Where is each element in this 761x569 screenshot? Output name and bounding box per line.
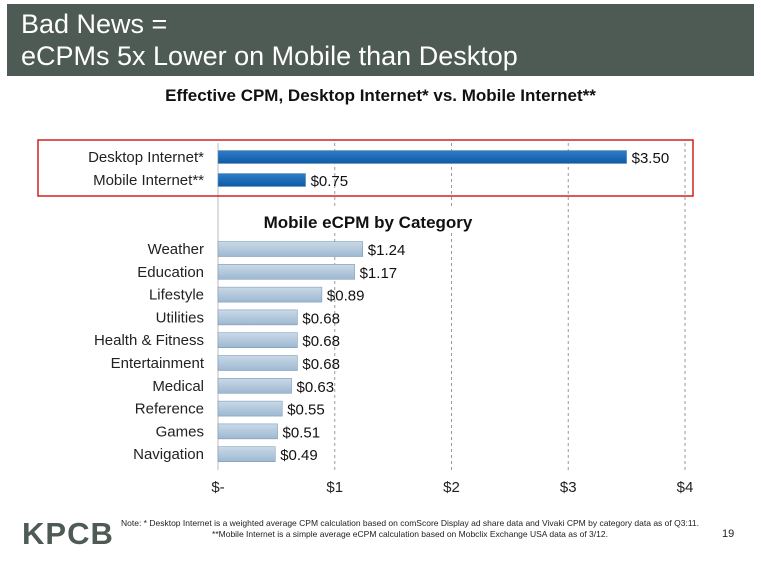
footnote: Note: * Desktop Internet is a weighted a… — [121, 518, 699, 539]
value-label-games: $0.51 — [283, 424, 321, 441]
value-label-weather: $1.24 — [368, 242, 406, 259]
category-label-weather: Weather — [148, 241, 204, 258]
x-tick-label: $3 — [560, 479, 577, 496]
bar-navigation — [217, 446, 276, 462]
value-label-utilities: $0.68 — [302, 310, 340, 327]
title-banner: Bad News = eCPMs 5x Lower on Mobile than… — [7, 4, 754, 76]
cpm-bar-chart: Mobile eCPM by Category Desktop Internet*… — [37, 139, 694, 496]
x-tick-label: $- — [211, 479, 224, 496]
category-label-games: Games — [156, 423, 204, 440]
chart-title: Effective CPM, Desktop Internet* vs. Mob… — [165, 86, 596, 105]
bar-medical — [217, 378, 292, 394]
highlight-box — [37, 139, 694, 197]
category-label-lifestyle: Lifestyle — [149, 287, 204, 304]
bar-mobile-internet — [217, 173, 306, 187]
bar-lifestyle — [217, 286, 323, 303]
category-label-reference: Reference — [135, 401, 204, 418]
category-label-entertainment: Entertainment — [111, 355, 205, 372]
category-label-medical: Medical — [152, 378, 204, 395]
group-title: Mobile eCPM by Category — [264, 213, 473, 232]
x-tick-label: $1 — [326, 479, 343, 496]
kpcb-logo: KPCB — [22, 516, 114, 551]
page-number: 19 — [722, 528, 735, 540]
category-label-utilities: Utilities — [156, 309, 204, 326]
x-tick-label: $4 — [677, 479, 694, 496]
slide-title-line2: eCPMs 5x Lower on Mobile than Desktop — [21, 41, 518, 71]
value-label-navigation: $0.49 — [280, 447, 318, 464]
category-label-health-fitness: Health & Fitness — [94, 332, 204, 349]
slide-title-line1: Bad News = — [21, 9, 168, 39]
bar-entertainment — [217, 355, 298, 371]
value-label-medical: $0.63 — [297, 379, 335, 396]
value-label-reference: $0.55 — [287, 402, 325, 419]
value-label-education: $1.17 — [360, 265, 398, 282]
bar-utilities — [217, 309, 298, 326]
group-title-bg — [240, 209, 510, 233]
value-label-entertainment: $0.68 — [302, 356, 340, 373]
bar-reference — [217, 400, 283, 417]
value-label-health-fitness: $0.68 — [302, 333, 340, 350]
category-label-education: Education — [137, 264, 204, 281]
bar-games — [217, 423, 278, 440]
bar-health-fitness — [217, 332, 298, 348]
x-tick-label: $2 — [443, 479, 460, 496]
category-label-navigation: Navigation — [133, 446, 204, 463]
bar-desktop-internet — [217, 150, 627, 164]
value-label-mobile-internet: $0.75 — [311, 173, 349, 190]
bar-weather — [217, 241, 364, 257]
value-label-desktop-internet: $3.50 — [632, 150, 670, 167]
value-label-lifestyle: $0.89 — [327, 288, 365, 305]
category-label-desktop-internet: Desktop Internet* — [88, 149, 204, 166]
bar-education — [217, 264, 355, 280]
category-label-mobile-internet: Mobile Internet** — [93, 172, 204, 189]
